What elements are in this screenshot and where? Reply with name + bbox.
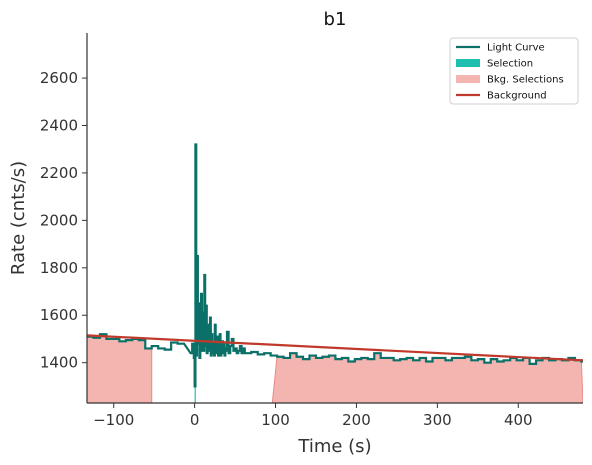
background-fit-line bbox=[87, 334, 583, 362]
x-tick-label: 100 bbox=[261, 411, 290, 429]
x-axis-label: Time (s) bbox=[297, 436, 371, 457]
x-tick-label: 400 bbox=[504, 411, 533, 429]
x-tick-label: 200 bbox=[342, 411, 371, 429]
y-axis-label: Rate (cnts/s) bbox=[8, 161, 29, 275]
y-tick-label: 2600 bbox=[40, 69, 78, 87]
y-tick-label: 1400 bbox=[40, 354, 78, 372]
x-tick-label: 0 bbox=[190, 411, 200, 429]
legend-swatch bbox=[456, 59, 480, 67]
chart-title: b1 bbox=[324, 9, 347, 30]
legend-label: Light Curve bbox=[487, 43, 545, 54]
legend: Light Curve Selection Bkg. Selections Backg… bbox=[449, 37, 579, 105]
light-curve-line bbox=[87, 143, 583, 388]
bkg-selection-1 bbox=[87, 333, 153, 403]
y-tick-label: 2200 bbox=[40, 164, 78, 182]
legend-swatch bbox=[456, 75, 480, 83]
y-tick-label: 2000 bbox=[40, 211, 78, 229]
legend-box bbox=[449, 37, 579, 105]
axes: −100 0 100 200 300 400 1400 1600 1800 2000 2200 240… bbox=[40, 33, 583, 429]
source-selection bbox=[194, 384, 196, 403]
legend-label: Bkg. Selections bbox=[487, 75, 564, 86]
plot-area bbox=[87, 143, 583, 403]
y-tick-label: 1800 bbox=[40, 259, 78, 277]
y-tick-label: 1600 bbox=[40, 306, 78, 324]
legend-label: Selection bbox=[487, 59, 533, 70]
x-tick-label: −100 bbox=[93, 411, 134, 429]
x-tick-label: 300 bbox=[423, 411, 452, 429]
legend-label: Background bbox=[487, 91, 547, 102]
y-tick-label: 2400 bbox=[40, 117, 78, 135]
